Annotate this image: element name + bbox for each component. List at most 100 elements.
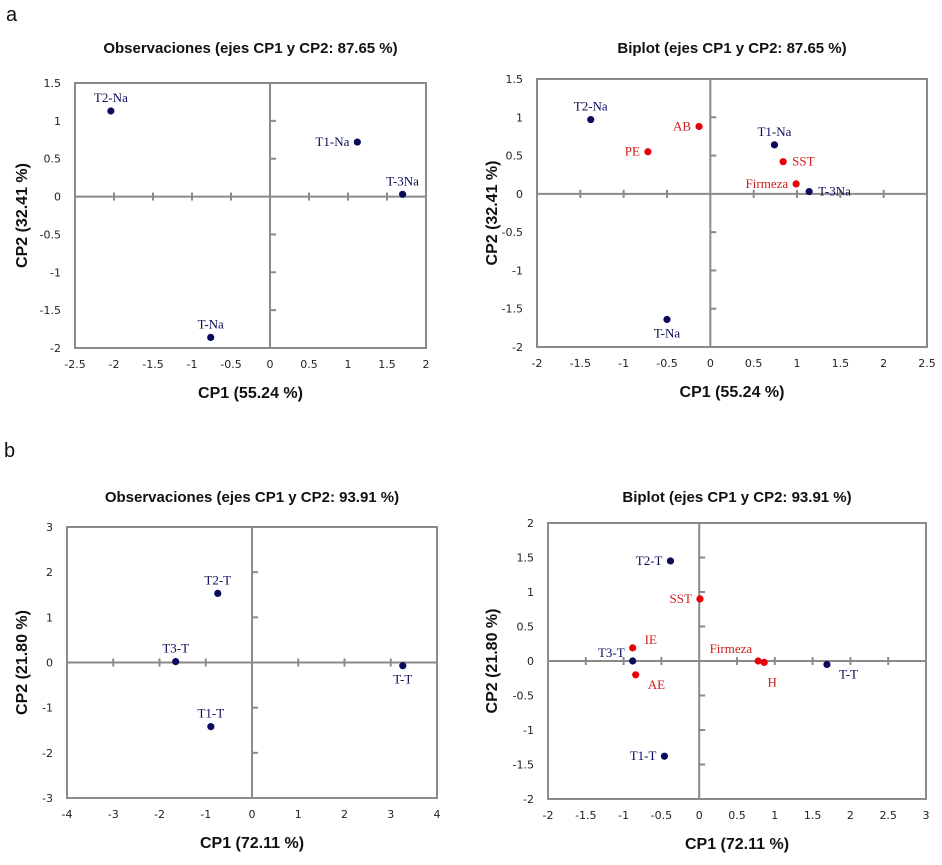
observation-point <box>214 589 222 597</box>
x-tick-label: -2 <box>543 809 554 822</box>
observation-point <box>663 315 671 324</box>
variable-point <box>696 595 704 603</box>
x-tick-label: -0.5 <box>651 809 672 822</box>
variable-label: AE <box>648 677 665 692</box>
x-tick-label: -1.5 <box>575 809 596 822</box>
chart-title: Biplot (ejes CP1 y CP2: 93.91 %) <box>622 489 851 506</box>
x-tick-label: -1.5 <box>570 357 591 370</box>
variable-point <box>760 658 768 666</box>
y-tick-label: -0.5 <box>40 228 61 241</box>
observation-point <box>207 333 215 341</box>
y-tick-label: -1 <box>523 724 534 737</box>
observation-point <box>207 723 215 731</box>
y-tick-label: -1.5 <box>513 759 534 772</box>
x-tick-label: 0.5 <box>728 809 746 822</box>
x-axis-title: CP1 (72.11 %) <box>685 836 789 853</box>
x-tick-label: 0 <box>707 357 714 370</box>
observation-point <box>399 662 407 670</box>
chart-title: Biplot (ejes CP1 y CP2: 87.65 %) <box>617 40 846 57</box>
panel-label-a: a <box>6 4 18 26</box>
x-tick-label: -2 <box>532 357 543 370</box>
y-tick-label: -2 <box>42 747 53 760</box>
x-tick-label: -1 <box>200 808 211 821</box>
x-tick-label: 1 <box>771 809 778 822</box>
y-tick-label: -1.5 <box>40 304 61 317</box>
x-tick-label: 3 <box>923 809 930 822</box>
y-tick-label: -2 <box>523 793 534 806</box>
y-tick-label: 0.5 <box>44 153 62 166</box>
y-tick-label: -1.5 <box>502 303 523 316</box>
observation-label: T-T <box>393 672 412 687</box>
y-tick-label: 1 <box>527 586 534 599</box>
y-tick-label: -1 <box>42 702 53 715</box>
observation-label: T-T <box>839 666 858 681</box>
x-tick-label: 2 <box>880 357 887 370</box>
observation-label: T1-Na <box>315 134 349 149</box>
y-tick-label: 0 <box>54 191 61 204</box>
observation-label: T1-T <box>197 706 224 721</box>
y-tick-label: -2 <box>512 341 523 354</box>
x-tick-label: 2 <box>341 808 348 821</box>
variable-label: SST <box>792 154 814 169</box>
y-axis-title: CP2 (21.80 %) <box>484 609 501 714</box>
variable-label: SST <box>670 591 692 606</box>
y-tick-label: 1 <box>54 115 61 128</box>
y-tick-label: 1.5 <box>44 77 62 90</box>
y-tick-label: -1 <box>512 264 523 277</box>
x-tick-label: 2.5 <box>918 357 936 370</box>
variable-point <box>754 657 762 665</box>
x-tick-label: -1.5 <box>142 358 163 371</box>
y-tick-label: -0.5 <box>502 226 523 239</box>
y-tick-label: 0.5 <box>506 150 524 163</box>
observation-point <box>629 657 637 665</box>
observation-point <box>399 190 407 198</box>
variable-point <box>779 158 787 166</box>
x-axis-title: CP1 (55.24 %) <box>198 385 303 402</box>
observation-point <box>172 657 180 666</box>
x-tick-label: -1 <box>618 809 629 822</box>
variable-label: Firmeza <box>746 176 789 191</box>
x-tick-label: -2.5 <box>64 358 85 371</box>
x-tick-label: -3 <box>108 808 119 821</box>
y-axis-title: CP2 (21.80 %) <box>14 610 31 715</box>
observation-point <box>353 138 361 146</box>
observation-point <box>587 115 595 124</box>
x-tick-label: 2 <box>847 809 854 822</box>
x-tick-label: 1 <box>794 357 801 370</box>
y-tick-label: 0.5 <box>517 621 535 634</box>
y-axis-title: CP2 (32.41 %) <box>14 163 31 268</box>
x-tick-label: 1 <box>295 808 302 821</box>
y-tick-label: -3 <box>42 792 53 805</box>
x-tick-label: 0 <box>267 358 274 371</box>
x-tick-label: -0.5 <box>656 357 677 370</box>
observation-point <box>107 107 115 115</box>
x-tick-label: 1 <box>345 358 352 371</box>
x-tick-label: 0.5 <box>745 357 763 370</box>
observation-point <box>660 752 669 760</box>
x-tick-label: 2.5 <box>879 809 897 822</box>
observation-label: T1-Na <box>757 124 791 139</box>
observation-label: T-Na <box>654 325 680 340</box>
chart-title: Observaciones (ejes CP1 y CP2: 93.91 %) <box>105 489 399 506</box>
x-tick-label: -2 <box>154 808 165 821</box>
y-tick-label: 0 <box>516 188 523 201</box>
variable-label: Firmeza <box>710 641 753 656</box>
observation-point <box>666 557 675 565</box>
y-tick-label: 3 <box>46 521 53 534</box>
plot-frame <box>74 82 427 349</box>
x-tick-label: -1 <box>187 358 198 371</box>
variable-point <box>695 122 703 131</box>
y-tick-label: -1 <box>50 266 61 279</box>
x-tick-label: 1.5 <box>804 809 822 822</box>
observation-label: T-3Na <box>386 173 419 188</box>
observation-label: T-Na <box>198 316 224 331</box>
x-axis-title: CP1 (55.24 %) <box>680 384 785 401</box>
observation-label: T3-T <box>162 641 189 656</box>
y-tick-label: 1 <box>46 611 53 624</box>
observation-point <box>770 141 779 149</box>
chart-title: Observaciones (ejes CP1 y CP2: 87.65 %) <box>103 40 397 57</box>
y-tick-label: 0 <box>46 657 53 670</box>
y-tick-label: 1 <box>516 111 523 124</box>
x-tick-label: 4 <box>434 808 441 821</box>
